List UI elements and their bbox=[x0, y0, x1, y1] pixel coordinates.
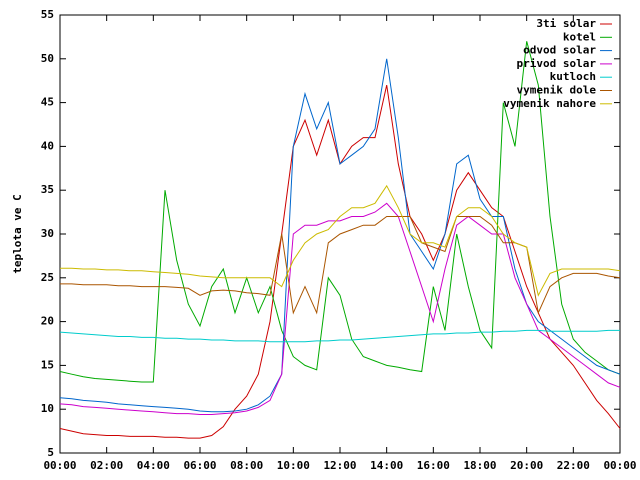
x-tick-label: 04:00 bbox=[137, 459, 170, 472]
x-tick-label: 06:00 bbox=[183, 459, 216, 472]
x-tick-label: 12:00 bbox=[323, 459, 356, 472]
series-line bbox=[59, 41, 621, 383]
x-tick-label: 00:00 bbox=[43, 459, 76, 472]
x-tick-label: 16:00 bbox=[417, 459, 450, 472]
legend-label: privod solar bbox=[517, 57, 597, 70]
y-tick-label: 5 bbox=[47, 446, 54, 459]
x-tick-label: 18:00 bbox=[463, 459, 496, 472]
x-tick-label: 14:00 bbox=[370, 459, 403, 472]
legend-label: odvod solar bbox=[523, 44, 596, 57]
y-tick-label: 25 bbox=[41, 271, 54, 284]
series-line bbox=[59, 202, 621, 415]
legend-label: kotel bbox=[563, 30, 596, 43]
y-axis-label: teplota ve C bbox=[11, 194, 24, 273]
legend-label: vymenik nahore bbox=[503, 97, 596, 110]
series-line bbox=[59, 329, 620, 343]
series-line bbox=[59, 84, 621, 439]
y-tick-label: 10 bbox=[41, 402, 54, 415]
legend-label: kutloch bbox=[550, 70, 596, 83]
x-tick-label: 20:00 bbox=[510, 459, 543, 472]
y-tick-label: 20 bbox=[41, 315, 54, 328]
x-tick-label: 10:00 bbox=[277, 459, 310, 472]
series-line bbox=[60, 184, 621, 297]
y-tick-label: 40 bbox=[41, 139, 54, 152]
y-tick-label: 50 bbox=[41, 52, 54, 65]
legend-label: 3ti solar bbox=[536, 17, 596, 30]
x-tick-label: 02:00 bbox=[90, 459, 123, 472]
y-tick-label: 45 bbox=[41, 96, 54, 109]
y-tick-label: 35 bbox=[41, 183, 54, 196]
x-tick-label: 00:00 bbox=[603, 459, 636, 472]
x-tick-label: 22:00 bbox=[557, 459, 590, 472]
y-tick-label: 30 bbox=[41, 227, 54, 240]
x-tick-label: 08:00 bbox=[230, 459, 263, 472]
y-tick-label: 15 bbox=[41, 358, 54, 371]
y-tick-label: 55 bbox=[41, 8, 54, 21]
series-line bbox=[59, 58, 621, 413]
legend-label: vymenik dole bbox=[517, 84, 597, 97]
series-line bbox=[60, 216, 621, 315]
